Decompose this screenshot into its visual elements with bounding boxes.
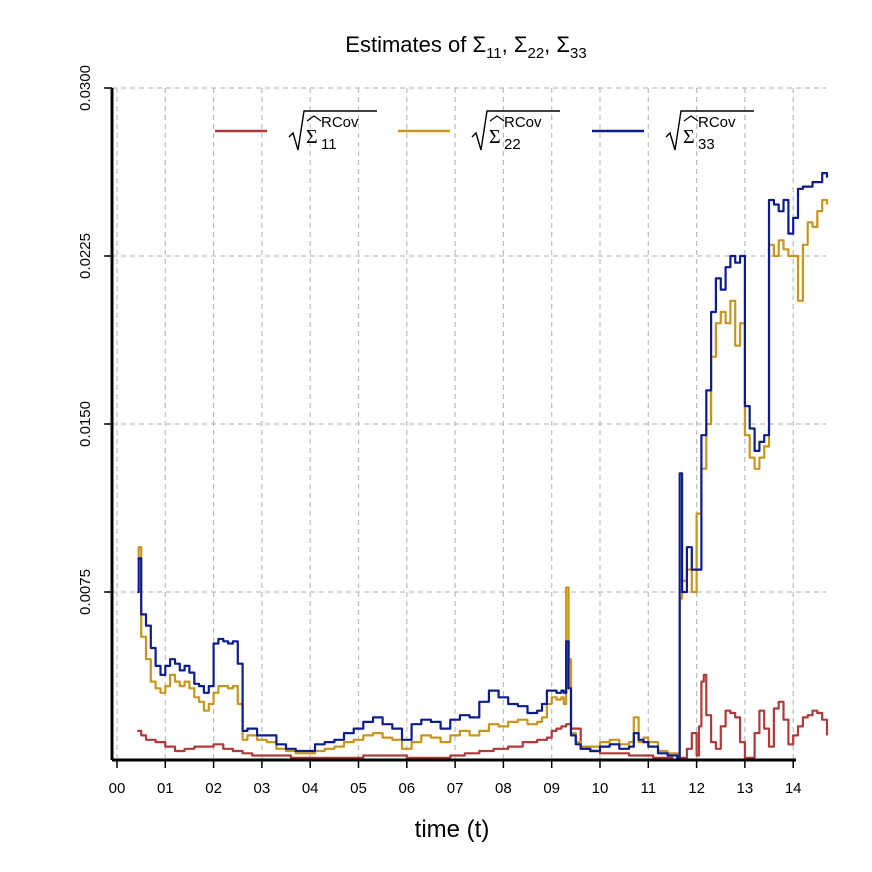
legend-subscript: 22 <box>504 136 521 153</box>
sqrt-symbol <box>471 110 560 151</box>
series-line-11 <box>137 673 829 762</box>
grid-layer <box>112 87 826 760</box>
x-tick-label: 13 <box>737 780 754 797</box>
x-tick-label: 08 <box>495 780 512 797</box>
x-tick-label: 07 <box>447 780 464 797</box>
x-tick-label: 06 <box>398 780 415 797</box>
chart-title: Estimates of Σ11, Σ22, Σ33 <box>345 32 586 62</box>
legend-subscript: 11 <box>321 136 337 153</box>
legend-sigma: Σ <box>683 126 695 148</box>
x-tick-label: 10 <box>592 780 609 797</box>
series-layer <box>137 172 829 762</box>
y-tick-label: 0.0300 <box>77 65 94 111</box>
x-tick-label: 00 <box>109 780 126 797</box>
hat-symbol <box>683 115 699 122</box>
legend-superscript: RCov <box>504 114 542 131</box>
x-tick-label: 09 <box>543 780 560 797</box>
x-tick-label: 04 <box>302 780 319 797</box>
series-line-22 <box>137 198 829 757</box>
x-tick-label: 11 <box>641 780 657 797</box>
legend-sigma: Σ <box>489 126 501 148</box>
hat-symbol <box>489 115 505 122</box>
sqrt-symbol <box>665 110 754 151</box>
x-tick-label: 03 <box>254 780 271 797</box>
x-tick-label: 05 <box>350 780 367 797</box>
legend-subscript: 33 <box>698 136 715 153</box>
y-tick-label: 0.0150 <box>77 401 94 447</box>
x-axis-title: time (t) <box>415 816 490 843</box>
x-tick-label: 12 <box>688 780 705 797</box>
axis-layer: 00 01 02 03 04 05 06 07 08 09 10 11 12 13 14 0.0075 0.01… <box>77 65 802 797</box>
legend-sigma: Σ <box>306 126 318 148</box>
x-tick-label: 14 <box>785 780 802 797</box>
y-tick-label: 0.0075 <box>77 569 94 615</box>
x-tick-label: 02 <box>205 780 222 797</box>
x-tick-label: 01 <box>157 780 174 797</box>
series-line-33 <box>137 172 829 759</box>
y-tick-label: 0.0225 <box>77 233 94 279</box>
legend-superscript: RCov <box>698 114 736 131</box>
hat-symbol <box>306 115 322 122</box>
legend-superscript: RCov <box>321 114 359 131</box>
sqrt-symbol <box>288 110 377 151</box>
